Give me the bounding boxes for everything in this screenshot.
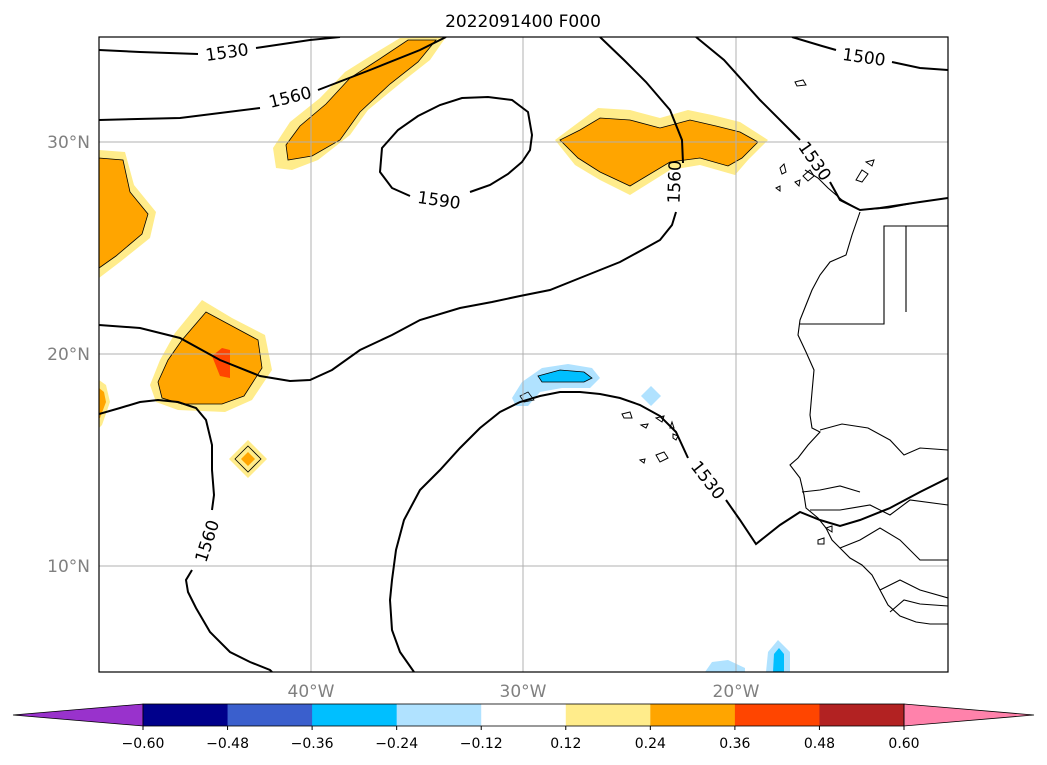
map-title: 2022091400 F000 [445, 12, 601, 32]
africa-interior-border-6 [889, 599, 948, 613]
shade-region-blue-19n-core [538, 370, 592, 382]
colorbar-tick-label: 0.48 [804, 736, 835, 752]
shade-region-diamond-core [241, 452, 255, 466]
contour-1530-west [99, 398, 273, 672]
africa-interior-border-5 [839, 527, 948, 599]
colorbar-segment [734, 704, 820, 726]
colorbar-tick-label: 0.36 [719, 736, 750, 752]
colorbar [12, 703, 1035, 727]
africa-interior-border-4 [801, 485, 948, 516]
lon-label-20w: 20°W [713, 682, 760, 702]
colorbar-segment [650, 704, 736, 726]
colorbar-tick-label: −0.24 [375, 736, 418, 752]
colorbar-tick-label: −0.36 [291, 736, 334, 752]
lat-label-30n: 30°N [47, 133, 90, 153]
contour-1530-mid [695, 37, 948, 212]
shade-region-20n-max [212, 348, 230, 378]
contour-1530-north [99, 37, 341, 55]
colorbar-extend-high [903, 703, 1035, 727]
contour-1560-north [99, 37, 447, 121]
longitude-labels: 40°W 30°W 20°W [288, 682, 760, 702]
contour-1500 [791, 37, 948, 71]
colorbar-segment [396, 704, 482, 726]
lon-label-40w: 40°W [288, 682, 335, 702]
colorbar-ticks: −0.60 −0.48 −0.36 −0.24 −0.12 0.12 0.24 0.36 0.4… [122, 726, 920, 752]
colorbar-tick-label: −0.60 [122, 736, 165, 752]
africa-interior-border-3 [819, 423, 948, 456]
colorbar-segment [227, 704, 313, 726]
colorbar-segment [312, 704, 398, 726]
shade-region-north-band-core [286, 40, 436, 160]
map-area: 1530 1560 1500 1560 1590 1530 1560 1530 [99, 37, 948, 672]
colorbar-tick-label: 0.24 [635, 736, 666, 752]
shade-region-west-18n-core [99, 388, 106, 418]
latitude-labels: 30°N 20°N 10°N [47, 133, 90, 577]
shade-region-blue-south-2-core [773, 648, 784, 672]
colorbar-tick-label: −0.48 [206, 736, 249, 752]
contour-lines [99, 37, 948, 672]
contour-1560-main [99, 37, 684, 383]
africa-interior-border-1 [800, 225, 907, 325]
colorbar-segment [819, 704, 905, 726]
colorbar-frame [142, 703, 905, 727]
islands [621, 79, 875, 545]
shade-region-blue-south [705, 660, 745, 672]
contour-1590 [378, 95, 534, 197]
colorbar-segment [565, 704, 651, 726]
colorbar-tick-label: 0.60 [888, 736, 919, 752]
shaded-anomaly-fields [99, 37, 790, 672]
map-frame [98, 36, 949, 673]
contour-label: 1560 [664, 160, 685, 204]
contour-1530-south [388, 391, 948, 672]
shade-region-20n-core [158, 312, 262, 404]
lat-label-20n: 20°N [47, 345, 90, 365]
colorbar-segment [143, 704, 229, 726]
lat-label-10n: 10°N [47, 557, 90, 577]
lon-label-30w: 30°W [500, 682, 547, 702]
colorbar-extend-low [12, 703, 144, 727]
colorbar-tick-label: 0.12 [550, 736, 581, 752]
colorbar-segment [481, 704, 567, 726]
shade-region-blue-18n-small [641, 386, 661, 406]
colorbar-tick-label: −0.12 [460, 736, 503, 752]
shade-region-30n-east-core [560, 118, 758, 186]
shade-region-west-edge-core [99, 158, 148, 268]
